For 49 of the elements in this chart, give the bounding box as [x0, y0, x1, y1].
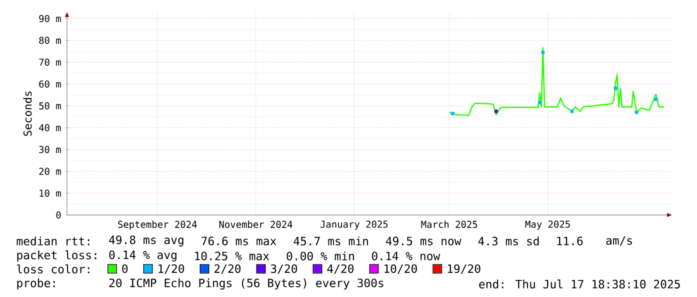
legend-label: 19/20 [448, 264, 480, 274]
legend-label: 10/20 [384, 264, 417, 274]
point [541, 50, 545, 54]
y-tick-label: 70 m [39, 58, 61, 66]
text: 10.25 % max [195, 252, 270, 260]
legend-label: 0 [122, 264, 128, 273]
y-tick-label: 10 m [40, 190, 61, 197]
text: 4.3 ms sd [478, 236, 539, 246]
y-tick-label: 80 m [39, 36, 61, 44]
text: packet loss: [17, 250, 96, 262]
text: 11.6 [557, 236, 583, 246]
point [614, 86, 618, 90]
line-series [448, 47, 665, 116]
point [570, 110, 574, 114]
y-tick-label: 60 m [39, 80, 61, 88]
legend-label: 1/20 [158, 264, 184, 274]
text: 0.14 % now [372, 252, 440, 260]
x-tick-label: January 2025 [320, 220, 388, 230]
x-tick-label: March 2025 [421, 220, 478, 228]
text: am/s [606, 236, 632, 246]
text: 76.6 ms max [202, 236, 276, 246]
text: 0.14 % avg [109, 250, 176, 262]
point [538, 100, 542, 104]
legend-label: 2/20 [214, 264, 241, 274]
y-tick-label: 90 m [39, 14, 61, 22]
y-axis-title: Seconds [23, 91, 32, 136]
x-tick-label: November 2024 [219, 220, 292, 228]
y-tick-label: 0 [56, 211, 61, 219]
legend-title: loss color: [17, 264, 90, 274]
y-tick-label: 40 m [39, 124, 61, 132]
legend-label: 3/20 [270, 264, 298, 274]
y-tick-label: 30 m [39, 146, 61, 154]
x-tick-label: May 2025 [525, 220, 570, 230]
text: 49.8 ms avg [109, 236, 184, 246]
y-tick-label: 20 m [39, 168, 61, 175]
legend-label: 4/20 [327, 264, 354, 274]
text: end: Thu Jul 17 18:38:10 2025 [479, 280, 680, 288]
text: 49.5 ms now [386, 236, 462, 246]
point [634, 110, 638, 114]
y-tick-label: 50 m [39, 102, 61, 110]
point [494, 110, 498, 114]
text: 20 ICMP Echo Pings (56 Bytes) every 300s [109, 278, 384, 290]
point [654, 98, 658, 102]
point [450, 112, 454, 116]
x-tick-label: September 2024 [118, 220, 197, 230]
text: median rtt: [16, 236, 90, 246]
text: 0.00 % min [286, 252, 354, 260]
text: 45.7 ms min [294, 236, 368, 246]
text: probe: [17, 278, 55, 290]
